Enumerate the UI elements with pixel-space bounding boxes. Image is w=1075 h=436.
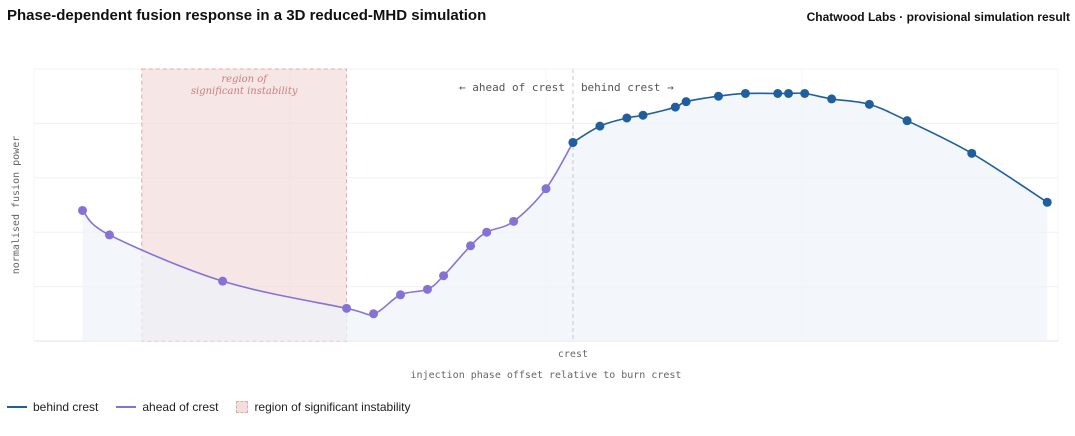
data-point-behind <box>784 88 794 98</box>
data-point-behind <box>670 102 680 112</box>
data-point-behind <box>967 148 977 158</box>
legend-swatch-ahead <box>116 406 137 408</box>
series-line-behind <box>572 92 1048 203</box>
data-point-ahead <box>395 290 405 300</box>
data-point-behind <box>864 99 874 109</box>
area-fill <box>82 93 1048 341</box>
point-layer <box>78 88 1052 319</box>
legend-label-ahead: ahead of crest <box>142 400 219 414</box>
data-point-behind <box>827 94 837 104</box>
tick-layer: crest <box>558 349 588 360</box>
chart-subtitle: Chatwood Labs · provisional simulation r… <box>806 10 1070 24</box>
legend-swatch-behind <box>7 406 27 408</box>
data-point-ahead <box>509 216 519 226</box>
data-point-ahead <box>422 284 432 294</box>
chart-title: Phase-dependent fusion response in a 3D … <box>7 7 487 24</box>
instability-region-label: region of significant instability <box>191 74 298 97</box>
data-point-ahead <box>439 271 449 281</box>
data-point-ahead <box>342 303 352 313</box>
data-point-behind <box>622 113 632 123</box>
data-point-behind <box>1042 197 1052 207</box>
legend-item-behind: behind crest <box>7 400 98 414</box>
y-axis-label: normalised fusion power <box>11 136 22 274</box>
data-point-ahead <box>482 227 492 237</box>
data-point-behind <box>681 97 691 107</box>
x-tick-label-crest: crest <box>558 349 588 360</box>
legend-label-region: region of significant instability <box>254 400 411 414</box>
data-point-behind <box>568 137 578 147</box>
data-point-ahead <box>218 276 228 286</box>
legend: behind crest ahead of crest region of si… <box>7 400 429 414</box>
data-point-ahead <box>541 184 551 194</box>
legend-swatch-region <box>236 401 249 413</box>
data-point-behind <box>740 88 750 98</box>
data-point-behind <box>773 88 783 98</box>
data-point-behind <box>713 91 723 101</box>
legend-item-ahead: ahead of crest <box>116 400 218 414</box>
data-point-behind <box>800 88 810 98</box>
region-label-line: significant instability <box>191 86 298 97</box>
data-point-ahead <box>104 230 114 240</box>
data-point-behind <box>595 121 605 131</box>
annotation-behind: behind crest → <box>581 81 674 94</box>
data-point-ahead <box>78 205 88 215</box>
region-label-line: region of <box>221 74 269 85</box>
chart-svg: region of significant instability ← ahead… <box>11 68 1059 381</box>
annotation-ahead: ← ahead of crest <box>459 81 565 94</box>
legend-item-region: region of significant instability <box>236 400 411 414</box>
x-axis-label: injection phase offset relative to burn … <box>411 370 682 381</box>
data-point-behind <box>638 110 648 120</box>
data-point-ahead <box>369 309 379 319</box>
area-layer <box>82 93 1048 341</box>
legend-label-behind: behind crest <box>33 400 99 414</box>
data-point-behind <box>902 116 912 126</box>
data-point-ahead <box>466 241 476 251</box>
